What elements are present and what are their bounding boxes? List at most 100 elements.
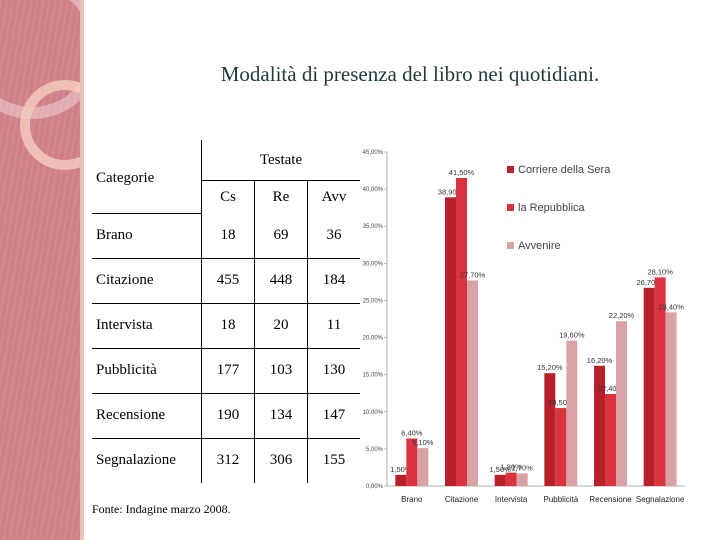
table-cell: 18: [201, 213, 255, 259]
bar-value-label: 26,70%: [636, 278, 662, 287]
table-row: Citazione 455 448 184: [92, 258, 360, 304]
bar-value-label: 1,50%: [490, 465, 512, 474]
source-note: Fonte: Indagine marzo 2008.: [92, 502, 231, 516]
table-cell: 312: [201, 438, 255, 483]
bar-value-label: 38,90%: [438, 187, 464, 196]
bar-value-label: 5,10%: [412, 438, 434, 447]
table-cell: 184: [307, 258, 360, 304]
slide-title: Modalità di presenza del libro nei quoti…: [220, 62, 600, 86]
table-cell: 69: [254, 213, 308, 259]
table-cell: 455: [201, 258, 255, 304]
bar: [594, 365, 605, 486]
category-label: Recensione: [589, 495, 632, 504]
table-row: Intervista 18 20 11: [92, 303, 360, 349]
bar-value-label: 1,50%: [390, 465, 412, 474]
bar: [566, 340, 578, 486]
table-cell: 36: [307, 213, 360, 259]
column-header-row: Cs Re Avv: [92, 180, 360, 213]
bar: [605, 393, 616, 486]
table-cell: 134: [254, 393, 308, 439]
bar: [505, 472, 517, 486]
y-tick-label: 35,00%: [363, 224, 384, 230]
y-tick-label: 15,00%: [363, 373, 384, 379]
row-label: Brano: [92, 213, 202, 259]
bar-value-label: 27,70%: [460, 270, 486, 279]
bar: [555, 408, 567, 486]
bar: [406, 438, 418, 486]
decorative-side-band: [0, 0, 80, 540]
table-cell: 20: [254, 303, 308, 349]
bar-value-label: 23,40%: [658, 302, 684, 311]
bar-value-label: 12,40%: [598, 384, 624, 393]
bar-value-label: 15,20%: [537, 363, 563, 372]
legend-entry: Corriere della Sera: [518, 164, 611, 176]
bar-value-label: 10,50%: [548, 398, 574, 407]
legend-swatch: [507, 204, 514, 211]
y-tick-label: 5,00%: [366, 447, 384, 453]
row-label: Recensione: [92, 393, 202, 439]
bar-value-label: 1,70%: [512, 463, 534, 472]
bar-value-label: 28,10%: [647, 267, 673, 276]
bar: [654, 277, 666, 486]
category-label: Brano: [401, 495, 423, 504]
table-row: Segnalazione 312 306 155: [92, 438, 360, 483]
category-label: Pubblicità: [543, 495, 578, 504]
table-cell: 18: [201, 303, 255, 349]
y-tick-label: 20,00%: [363, 336, 384, 342]
bar: [616, 321, 627, 486]
y-tick-label: 10,00%: [363, 410, 384, 416]
y-tick-label: 45,00%: [363, 150, 384, 156]
table-cell: 448: [254, 258, 308, 304]
table-cell: 147: [307, 393, 360, 439]
bar: [417, 448, 429, 486]
category-header: Categorie: [92, 140, 202, 214]
bar-value-label: 6,40%: [401, 428, 423, 437]
decorative-ring: [20, 80, 80, 170]
bar: [516, 473, 528, 486]
table-cell: 177: [201, 348, 255, 394]
category-label: Intervista: [495, 495, 528, 504]
data-table: Categorie Testate Cs Re Avv Brano 18 69 36 Cit…: [92, 140, 360, 483]
bar-value-label: 22,20%: [609, 311, 635, 320]
row-label: Pubblicità: [92, 348, 202, 394]
category-label: Segnalazione: [636, 495, 685, 504]
bar: [467, 280, 478, 486]
bar-value-label: 1,80%: [501, 463, 523, 472]
table-row: Recensione 190 134 147: [92, 393, 360, 439]
row-label: Intervista: [92, 303, 202, 349]
bar: [544, 373, 556, 486]
table-row: Pubblicità 177 103 130: [92, 348, 360, 394]
table-cell: 306: [254, 438, 308, 483]
legend-entry: Avvenire: [518, 240, 561, 252]
bar: [456, 177, 467, 486]
table-cell: 130: [307, 348, 360, 394]
table-cell: 103: [254, 348, 308, 394]
table-cell: 155: [307, 438, 360, 483]
column-header: Cs: [201, 180, 255, 213]
group-header: Testate: [201, 140, 360, 181]
column-header: Re: [254, 180, 308, 213]
bar: [643, 287, 655, 486]
y-tick-label: 0,00%: [366, 484, 384, 490]
y-tick-label: 40,00%: [363, 187, 384, 193]
category-label: Citazione: [445, 495, 479, 504]
bar-chart: 0,00% 5,00% 10,00% 15,00% 20,00% 25,00% 30,00%…: [363, 150, 685, 504]
table-cell: 190: [201, 393, 255, 439]
row-label: Segnalazione: [96, 452, 176, 468]
y-tick-label: 25,00%: [363, 298, 384, 304]
bar-value-label: 19,60%: [559, 331, 585, 340]
column-header: Avv: [307, 180, 360, 213]
legend-swatch: [507, 166, 514, 173]
bar: [445, 197, 456, 486]
row-label: Citazione: [92, 258, 202, 304]
y-tick-label: 30,00%: [363, 261, 384, 267]
bar: [665, 312, 677, 486]
table-row: Brano 18 69 36: [92, 213, 360, 259]
band-edge: [80, 0, 84, 540]
bar-value-label: 16,20%: [587, 356, 613, 365]
legend-swatch: [507, 242, 514, 249]
bar-value-label: 41,50%: [449, 168, 475, 177]
bar: [395, 474, 407, 486]
legend-entry: la Repubblica: [518, 202, 586, 214]
bar: [494, 474, 506, 486]
